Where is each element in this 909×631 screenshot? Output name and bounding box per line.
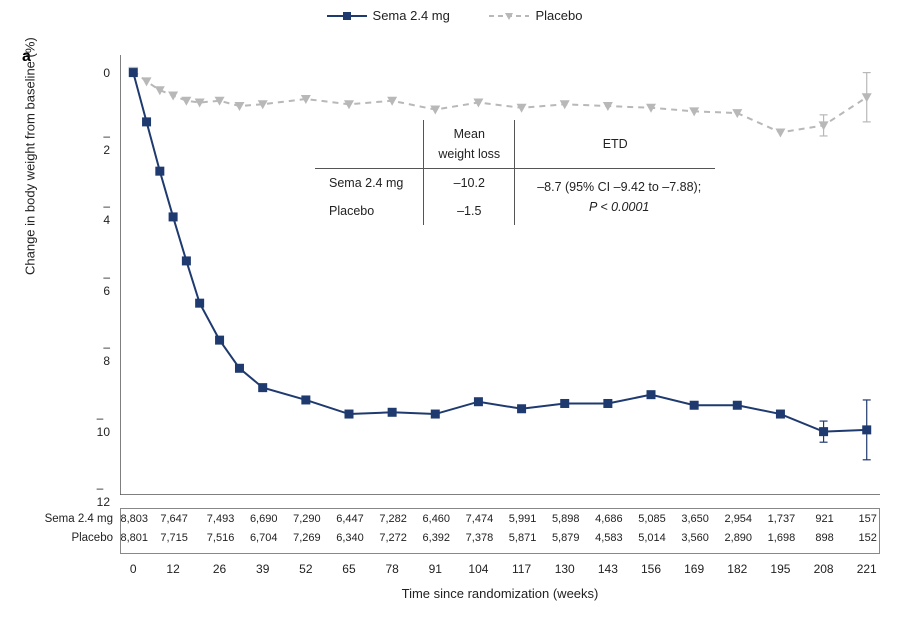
x-tick: 0 [130,562,137,576]
y-tick: –2 [103,129,110,157]
inset-row-placebo-mean: –1.5 [424,197,515,225]
legend-swatch-sema [327,9,367,23]
x-tick: 39 [256,562,269,576]
legend-item-sema: Sema 2.4 mg [327,8,450,23]
inset-etd-line2: P < 0.0001 [537,197,701,217]
y-tick: –8 [103,340,110,368]
counts-cell: 7,272 [379,532,407,544]
counts-cell: 5,014 [638,532,666,544]
legend-label-sema: Sema 2.4 mg [373,8,450,23]
x-axis-ticks: 0 12 26 39 52 65 78 91 104 117 130 143 156 169 182 195 2… [120,562,880,582]
x-tick: 208 [814,562,834,576]
inset-header-mean: Meanweight loss [424,120,515,169]
y-tick: –12 [97,481,110,509]
counts-cell: 1,698 [768,532,796,544]
x-tick: 91 [429,562,442,576]
inset-stats-table: Meanweight loss ETD Sema 2.4 mg –10.2 –8… [315,120,715,225]
x-tick: 130 [555,562,575,576]
counts-label-placebo: Placebo [71,532,113,544]
counts-cell: 6,704 [250,532,278,544]
counts-label-sema: Sema 2.4 mg [45,513,113,525]
counts-cell: 6,460 [423,513,451,525]
x-tick: 65 [342,562,355,576]
x-tick: 156 [641,562,661,576]
counts-cell: 5,991 [509,513,537,525]
x-tick: 117 [512,562,531,576]
counts-row-placebo: Placebo 8,8017,7157,5166,7047,2696,3407,… [121,532,879,551]
y-tick: –4 [103,199,110,227]
counts-row-sema: Sema 2.4 mg 8,8037,6477,4936,6907,2906,4… [121,513,879,532]
legend: Sema 2.4 mg Placebo [0,8,909,26]
y-tick: 0 [103,66,110,80]
x-tick: 182 [727,562,747,576]
counts-cell: 7,647 [160,513,188,525]
counts-cell: 5,871 [509,532,537,544]
inset-etd-line1: –8.7 (95% CI –9.42 to –7.88); [537,177,701,197]
legend-swatch-placebo [489,9,529,23]
legend-label-placebo: Placebo [535,8,582,23]
counts-cell: 7,378 [466,532,494,544]
counts-cell: 7,269 [293,532,321,544]
x-tick: 169 [684,562,704,576]
figure-container: Sema 2.4 mg Placebo a Change in body wei… [0,0,909,631]
counts-cell: 8,801 [121,532,149,544]
x-axis-label: Time since randomization (weeks) [120,586,880,601]
counts-cell: 5,879 [552,532,580,544]
counts-cell: 4,583 [595,532,623,544]
counts-cell: 152 [859,532,877,544]
counts-cell: 898 [815,532,833,544]
x-tick: 221 [857,562,877,576]
counts-cell: 5,085 [638,513,666,525]
counts-cell: 6,690 [250,513,278,525]
legend-item-placebo: Placebo [489,8,582,23]
inset-row-placebo-label: Placebo [315,197,424,225]
counts-cell: 921 [815,513,833,525]
counts-cell: 7,282 [379,513,407,525]
plot-area: Meanweight loss ETD Sema 2.4 mg –10.2 –8… [120,55,880,495]
counts-cell: 7,516 [207,532,235,544]
counts-table: Sema 2.4 mg 8,8037,6477,4936,6907,2906,4… [120,508,880,554]
counts-cell: 7,715 [160,532,188,544]
inset-header-etd: ETD [515,120,716,169]
x-tick: 78 [385,562,398,576]
x-tick: 26 [213,562,226,576]
counts-cell: 2,890 [725,532,753,544]
y-axis-label: Change in body weight from baseline (%) [23,37,38,275]
x-tick: 143 [598,562,618,576]
counts-cell: 7,474 [466,513,494,525]
counts-cell: 7,493 [207,513,235,525]
counts-cell: 5,898 [552,513,580,525]
counts-cell: 6,392 [423,532,451,544]
counts-cell: 1,737 [768,513,796,525]
counts-cell: 3,650 [681,513,709,525]
counts-cell: 4,686 [595,513,623,525]
counts-cell: 8,803 [121,513,149,525]
x-tick: 104 [468,562,488,576]
y-tick: –6 [103,270,110,298]
counts-cell: 6,340 [336,532,364,544]
x-tick: 195 [770,562,790,576]
x-tick: 12 [166,562,179,576]
counts-cell: 3,560 [681,532,709,544]
y-tick: –10 [97,411,110,439]
inset-row-sema-mean: –10.2 [424,169,515,198]
counts-cell: 2,954 [725,513,753,525]
counts-cell: 6,447 [336,513,364,525]
counts-cell: 7,290 [293,513,321,525]
counts-cell: 157 [859,513,877,525]
inset-row-sema-label: Sema 2.4 mg [315,169,424,198]
x-tick: 52 [299,562,312,576]
